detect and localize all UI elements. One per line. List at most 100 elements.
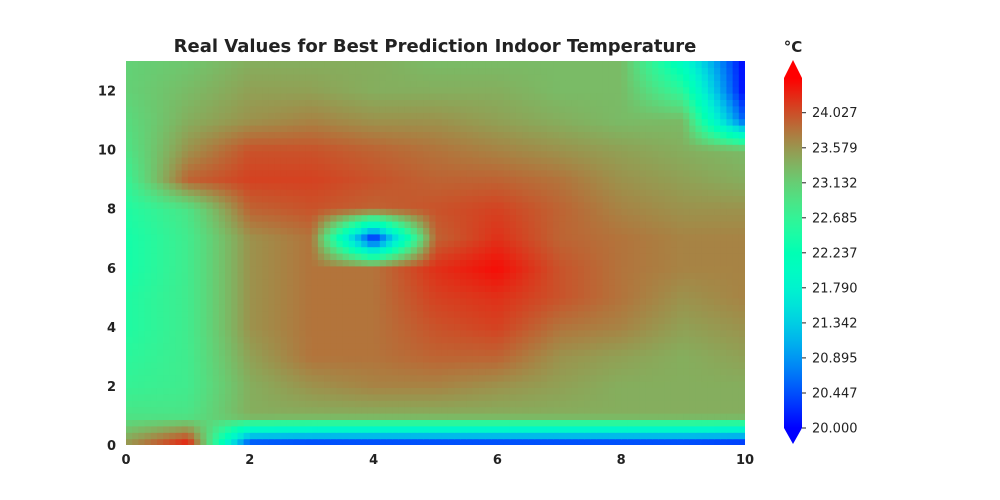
heatmap-cell — [286, 304, 294, 312]
heatmap-cell — [602, 169, 610, 177]
heatmap-cell — [200, 374, 208, 382]
heatmap-cell — [243, 240, 251, 248]
heatmap-cell — [435, 438, 443, 445]
heatmap-cell — [466, 438, 474, 445]
heatmap-cell — [237, 208, 245, 216]
heatmap-cell — [559, 413, 567, 420]
heatmap-cell — [237, 272, 245, 280]
heatmap-cell — [187, 368, 195, 376]
heatmap-cell — [664, 336, 672, 344]
heatmap-cell — [522, 182, 529, 190]
heatmap-cell — [410, 438, 418, 445]
heatmap-cell — [330, 278, 338, 286]
heatmap-cell — [534, 195, 542, 203]
heatmap-cell — [627, 240, 635, 248]
heatmap-cell — [670, 125, 678, 132]
heatmap-cell — [608, 400, 616, 408]
heatmap-cell — [435, 361, 443, 369]
heatmap-cell — [615, 176, 622, 184]
heatmap-cell — [738, 323, 745, 331]
heatmap-cell — [231, 413, 239, 420]
heatmap-cell — [732, 157, 740, 164]
heatmap-cell — [150, 381, 158, 388]
heatmap-cell — [231, 195, 239, 203]
heatmap-cell — [416, 169, 424, 177]
heatmap-cell — [590, 381, 598, 388]
heatmap-cell — [392, 246, 399, 254]
heatmap-cell — [596, 137, 604, 145]
heatmap-cell — [695, 368, 703, 376]
heatmap-cell — [540, 253, 548, 260]
heatmap-cell — [738, 208, 745, 216]
heatmap-cell — [361, 150, 369, 158]
heatmap-cell — [559, 368, 567, 376]
heatmap-cell — [503, 176, 511, 184]
heatmap-cell — [534, 374, 542, 382]
heatmap-cell — [280, 419, 288, 427]
heatmap-cell — [181, 425, 189, 433]
heatmap-cell — [608, 317, 616, 324]
heatmap-cell — [615, 349, 622, 356]
heatmap-cell — [615, 406, 622, 414]
heatmap-cell — [416, 413, 424, 420]
heatmap-cell — [206, 368, 214, 376]
heatmap-cell — [324, 317, 331, 324]
heatmap-cell — [423, 368, 430, 376]
heatmap-cell — [237, 381, 245, 388]
heatmap-cell — [237, 368, 245, 376]
heatmap-cell — [398, 176, 406, 184]
heatmap-cell — [355, 438, 362, 445]
heatmap-cell — [144, 323, 152, 331]
heatmap-cell — [348, 157, 356, 164]
heatmap-cell — [429, 400, 437, 408]
heatmap-cell — [528, 310, 536, 318]
heatmap-cell — [658, 336, 666, 344]
heatmap-cell — [255, 240, 263, 248]
heatmap-cell — [509, 432, 517, 440]
heatmap-cell — [695, 425, 703, 433]
heatmap-cell — [410, 304, 418, 312]
heatmap-cell — [200, 304, 208, 312]
heatmap-cell — [590, 310, 598, 318]
heatmap-cell — [695, 310, 703, 318]
heatmap-cell — [590, 208, 598, 216]
heatmap-cell — [249, 259, 257, 267]
heatmap-cell — [732, 336, 740, 344]
heatmap-cell — [645, 291, 653, 299]
heatmap-cell — [311, 195, 319, 203]
heatmap-cell — [212, 419, 220, 427]
heatmap-cell — [206, 221, 214, 228]
heatmap-cell — [701, 195, 709, 203]
heatmap-cell — [126, 317, 133, 324]
heatmap-cell — [565, 419, 573, 427]
heatmap-cell — [466, 413, 474, 420]
heatmap-cell — [231, 368, 239, 376]
heatmap-cell — [540, 144, 548, 152]
heatmap-cell — [577, 342, 585, 350]
heatmap-cell — [565, 189, 573, 196]
heatmap-cell — [206, 355, 214, 363]
heatmap-cell — [138, 368, 146, 376]
heatmap-cell — [299, 246, 307, 254]
heatmap-cell — [262, 150, 269, 158]
heatmap-cell — [596, 182, 604, 190]
heatmap-cell — [460, 285, 468, 292]
heatmap-cell — [670, 349, 678, 356]
heatmap-cell — [590, 265, 598, 273]
heatmap-cell — [262, 253, 269, 260]
heatmap-cell — [225, 265, 232, 273]
heatmap-cell — [249, 265, 257, 273]
heatmap-cell — [392, 425, 399, 433]
heatmap-cell — [150, 297, 158, 305]
heatmap-cell — [231, 387, 239, 395]
heatmap-cell — [423, 201, 430, 209]
heatmap-cell — [132, 317, 139, 324]
heatmap-cell — [540, 272, 548, 280]
heatmap-cell — [249, 253, 257, 260]
heatmap-cell — [286, 368, 294, 376]
heatmap-cell — [435, 297, 443, 305]
heatmap-cell — [156, 413, 164, 420]
heatmap-cell — [225, 368, 232, 376]
heatmap-cell — [268, 259, 276, 267]
heatmap-cell — [497, 253, 505, 260]
